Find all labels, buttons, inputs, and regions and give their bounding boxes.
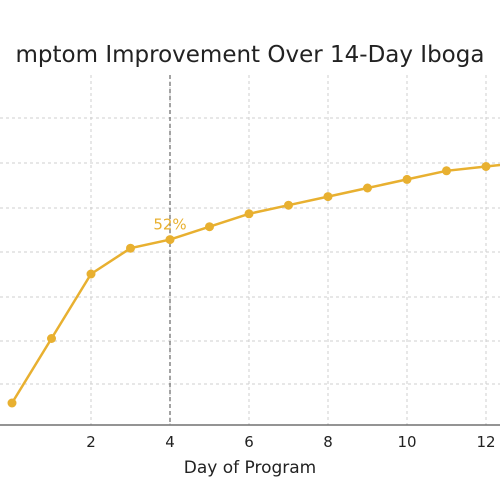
data-point: [402, 174, 412, 184]
grid: [0, 75, 500, 425]
x-tick-label: 12: [476, 433, 495, 451]
data-point: [165, 235, 175, 245]
annotation-label: 52%: [153, 216, 186, 234]
chart-title: mptom Improvement Over 14-Day Iboga: [16, 42, 485, 68]
data-point: [7, 398, 17, 408]
data-point: [244, 209, 254, 219]
series-points: [7, 162, 491, 408]
series-line: [10, 163, 500, 404]
data-point: [47, 334, 56, 343]
data-point: [205, 222, 214, 232]
x-tick-label: 10: [397, 433, 416, 451]
data-point: [86, 269, 96, 279]
x-axis-title: Day of Program: [184, 458, 317, 478]
data-point: [126, 243, 135, 253]
x-tick-label: 2: [86, 433, 96, 451]
data-point: [481, 162, 491, 171]
x-tick-label: 6: [244, 433, 254, 451]
data-point: [442, 166, 451, 176]
data-point: [363, 183, 372, 193]
x-tick-label: 4: [165, 433, 175, 451]
data-point: [284, 200, 293, 210]
x-tick-labels: 2 4 6 8 10 12: [86, 433, 495, 451]
data-point: [323, 192, 333, 202]
x-tick-label: 8: [323, 433, 333, 451]
